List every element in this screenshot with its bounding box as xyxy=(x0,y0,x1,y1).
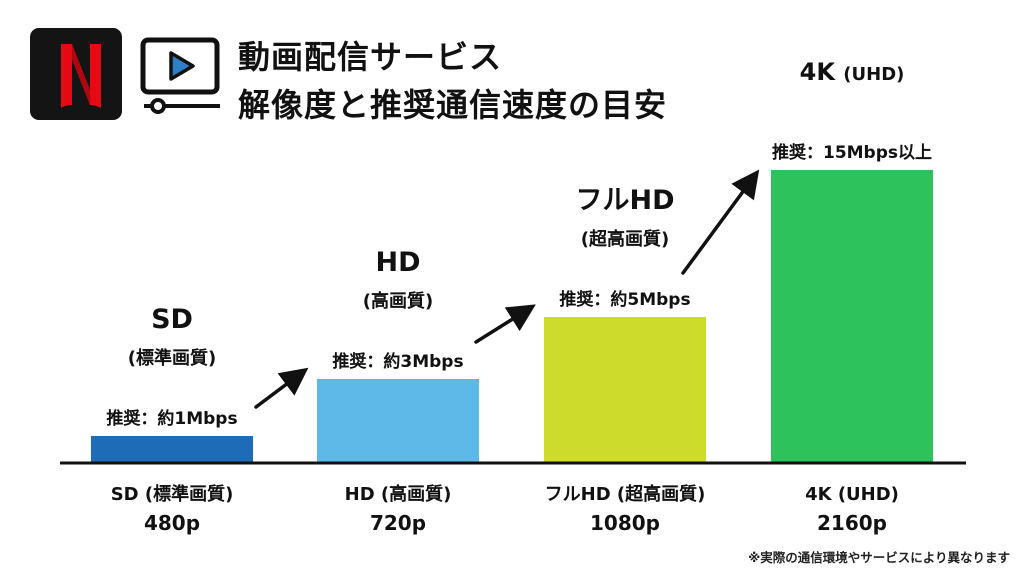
footnote: ※実際の通信環境やサービスにより異なります xyxy=(748,550,1010,565)
step-arrow-2 xyxy=(474,304,536,344)
bar-3 xyxy=(544,317,706,463)
value-label-2: 推奨：約3Mbps xyxy=(332,351,463,372)
tier-name-1: SD xyxy=(151,304,193,335)
value-label-3: 推奨：約5Mbps xyxy=(559,289,690,310)
resolution-label-3: 1080p xyxy=(590,511,660,535)
category-label-4: 4K (UHD) xyxy=(805,484,899,505)
bar-2 xyxy=(317,379,479,463)
video-player-icon xyxy=(140,37,228,121)
value-label-1: 推奨：約1Mbps xyxy=(106,408,237,429)
resolution-label-2: 720p xyxy=(370,511,426,535)
bar-4 xyxy=(771,170,933,463)
resolution-label-1: 480p xyxy=(144,511,200,535)
tier-name-4: 4K (UHD) xyxy=(800,58,905,86)
page-title-line1: 動画配信サービス xyxy=(238,38,503,76)
tier-subtitle-1: (標準画質) xyxy=(128,347,216,369)
step-arrow-1 xyxy=(254,367,309,409)
tier-subtitle-2: (高画質) xyxy=(363,290,433,312)
tier-subtitle-3: (超高画質) xyxy=(581,228,669,250)
tier-name-2: HD xyxy=(375,247,420,278)
bar-1 xyxy=(91,436,253,463)
category-label-1: SD (標準画質) xyxy=(111,483,234,505)
netflix-logo-icon xyxy=(30,28,122,120)
step-arrow-3 xyxy=(681,169,760,275)
value-label-4: 推奨：15Mbps以上 xyxy=(772,142,932,163)
page-title-line2: 解像度と推奨通信速度の目安 xyxy=(238,86,668,124)
tier-name-3: フルHD xyxy=(575,185,674,216)
category-label-2: HD (高画質) xyxy=(345,483,452,505)
resolution-label-4: 2160p xyxy=(817,511,887,535)
category-label-3: フルHD (超高画質) xyxy=(545,483,706,505)
